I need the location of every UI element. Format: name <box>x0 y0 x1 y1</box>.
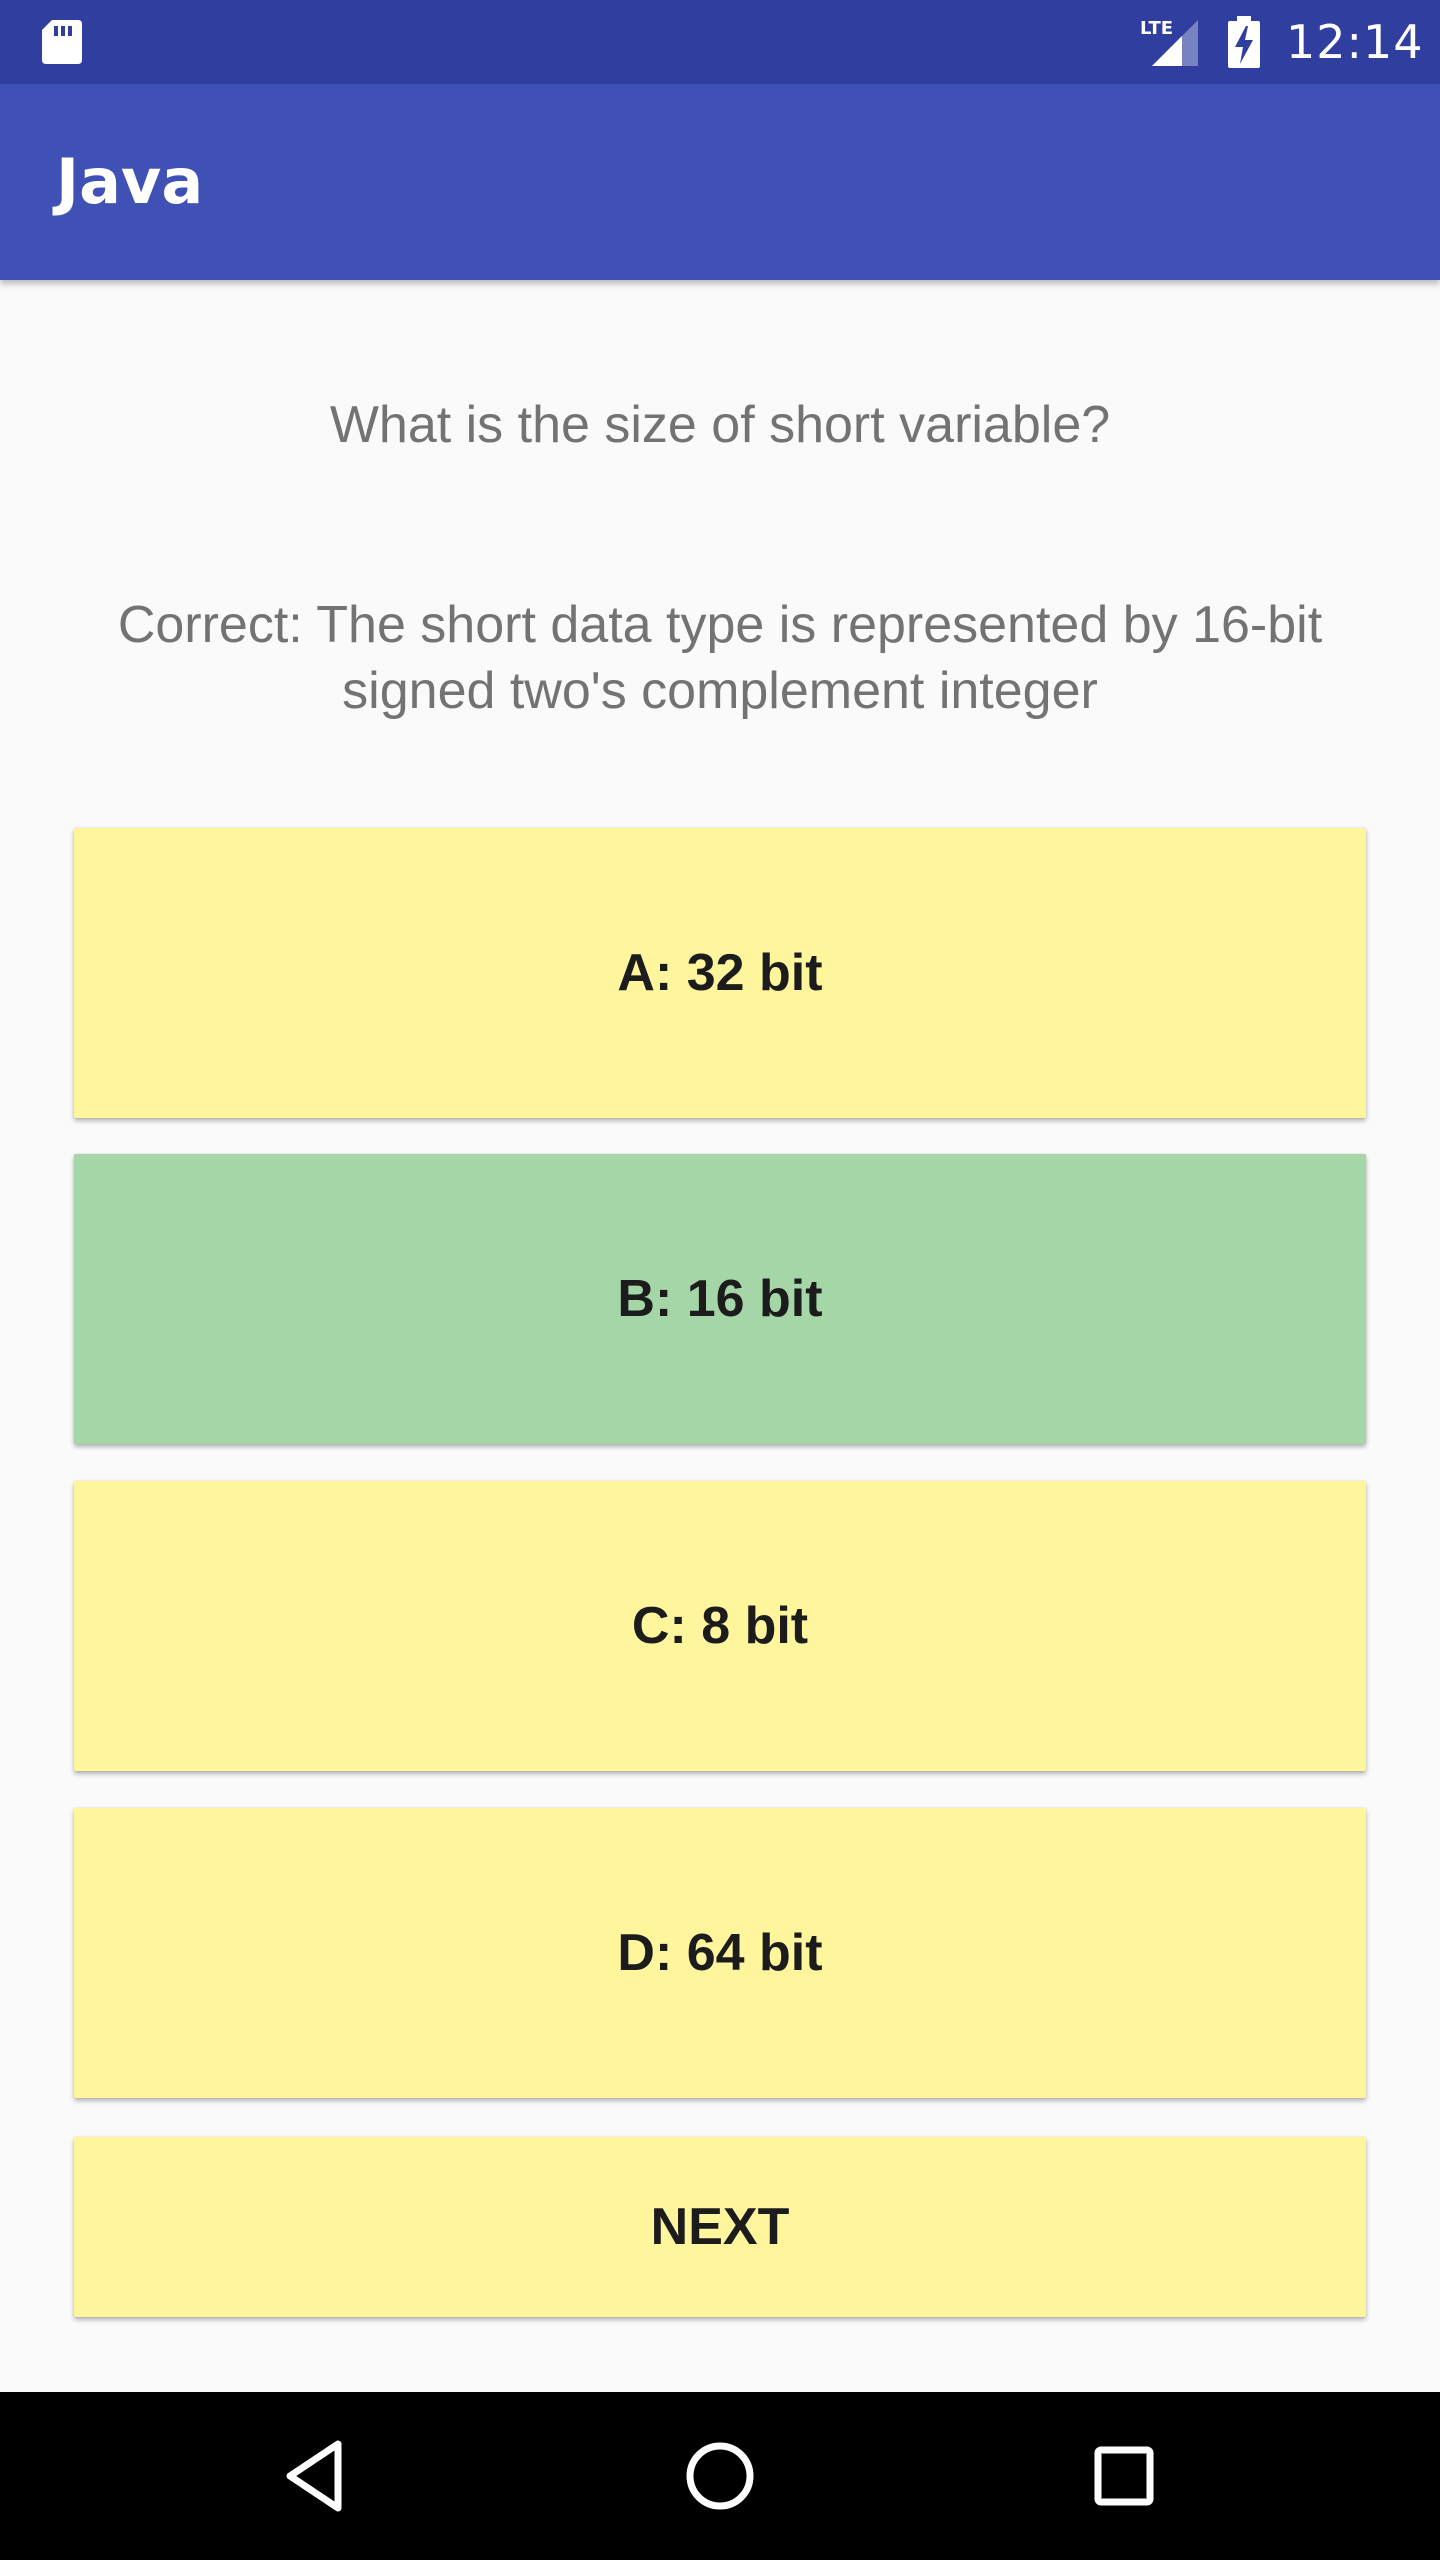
navigation-bar <box>0 2392 1440 2560</box>
sd-card-icon <box>42 20 82 64</box>
next-button[interactable]: NEXT <box>74 2137 1366 2317</box>
status-clock: 12:14 <box>1286 15 1424 69</box>
feedback-text: Correct: The short data type is represen… <box>117 596 1323 720</box>
answer-label: B: 16 bit <box>617 1270 823 1328</box>
status-bar: LTE 12:14 <box>0 0 1440 84</box>
app-title: Java <box>56 145 204 218</box>
answer-label: A: 32 bit <box>617 944 823 1002</box>
next-button-label: NEXT <box>650 2198 790 2256</box>
answer-label: D: 64 bit <box>617 1924 823 1982</box>
battery-charging-icon <box>1228 16 1260 68</box>
question-text: What is the size of short variable? <box>329 396 1111 454</box>
answer-button-a[interactable]: A: 32 bit <box>74 828 1366 1118</box>
answer-button-c[interactable]: C: 8 bit <box>74 1481 1366 1771</box>
back-icon[interactable] <box>268 2428 364 2524</box>
answer-button-d[interactable]: D: 64 bit <box>74 1808 1366 2098</box>
svg-text:LTE: LTE <box>1140 18 1173 39</box>
signal-icon: LTE <box>1140 18 1198 66</box>
home-icon[interactable] <box>672 2428 768 2524</box>
app-bar: Java <box>0 84 1440 280</box>
answer-label: C: 8 bit <box>631 1597 809 1655</box>
answer-button-b[interactable]: B: 16 bit <box>74 1154 1366 1444</box>
recents-icon[interactable] <box>1076 2428 1172 2524</box>
